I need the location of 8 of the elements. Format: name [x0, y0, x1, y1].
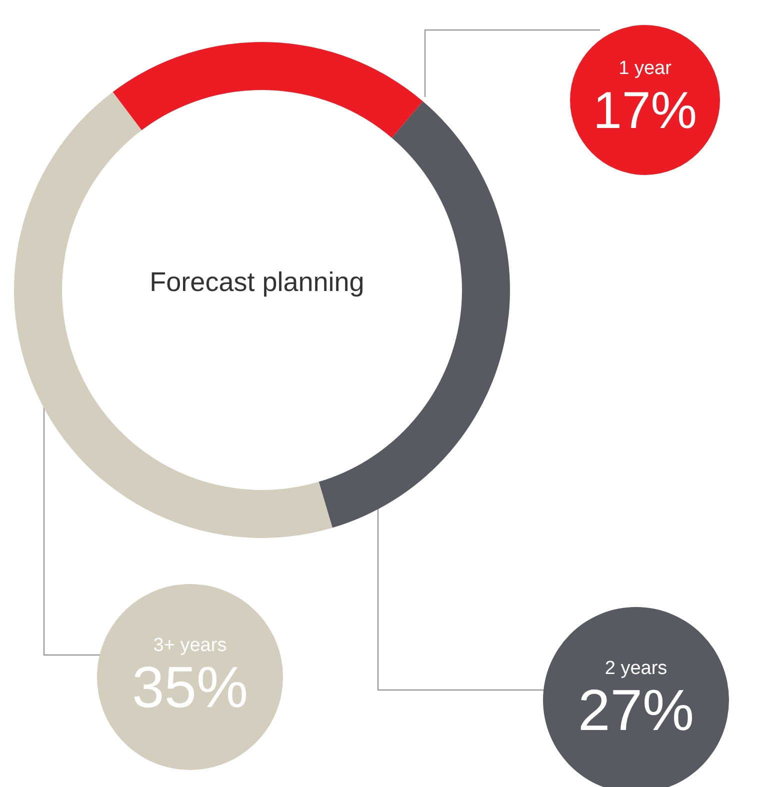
donut-slice: [112, 42, 423, 138]
data-label: 17%: [592, 81, 698, 142]
slice-label: 2 years: [604, 658, 668, 680]
data-label: 27%: [578, 678, 694, 743]
data-label: 35%: [132, 655, 248, 720]
text: Forecast planning: [148, 267, 366, 298]
slice-label: 1 year: [618, 58, 672, 80]
slice-label: 3+ years: [153, 635, 227, 657]
